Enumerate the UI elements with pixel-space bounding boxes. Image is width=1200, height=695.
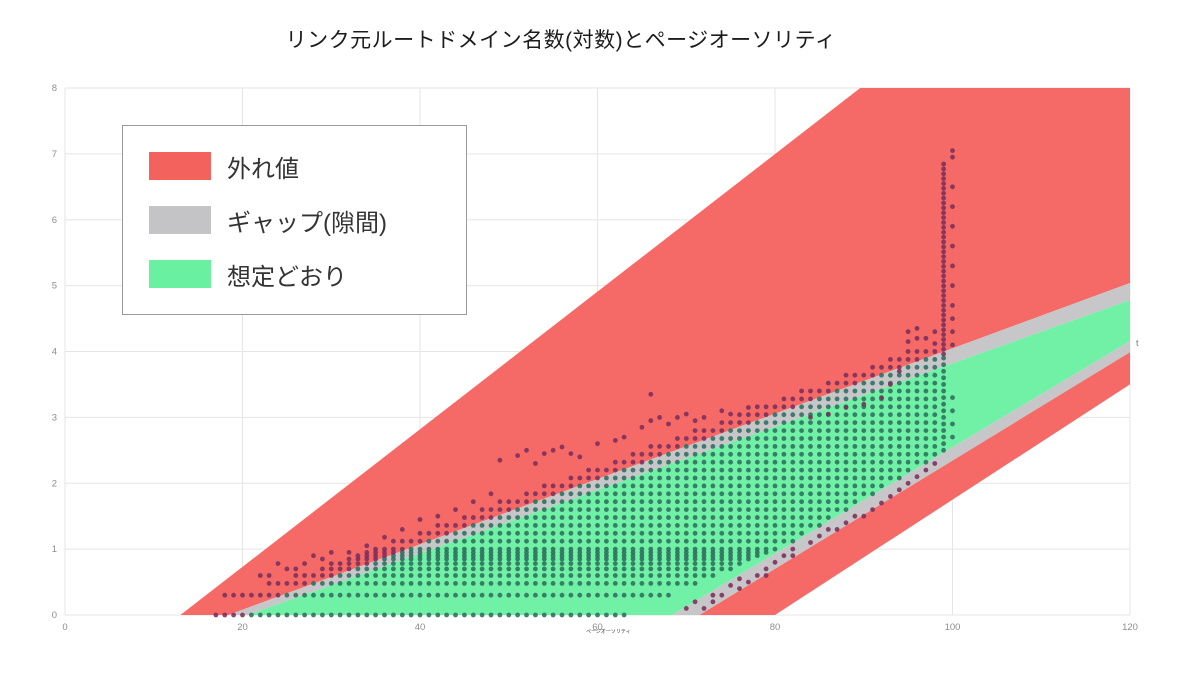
legend-item-gap[interactable]: ギャップ(隙間) (149, 203, 466, 238)
legend-label-expected: 想定どおり (227, 263, 347, 291)
legend-item-outlier[interactable]: 外れ値 (149, 149, 466, 184)
right-edge-mini-label: t (1136, 338, 1139, 348)
band-red-upper (180, 88, 1130, 615)
svg-text:5: 5 (52, 281, 57, 292)
outlier-points (213, 148, 955, 618)
y-tick-labels: 0 1 2 3 4 5 6 7 8 (52, 83, 57, 621)
svg-text:0: 0 (62, 622, 67, 633)
legend-swatch-expected (149, 260, 211, 288)
svg-text:100: 100 (945, 622, 961, 633)
svg-text:7: 7 (52, 149, 57, 160)
legend: 外れ値 ギャップ(隙間) 想定どおり (122, 125, 467, 315)
svg-text:8: 8 (52, 83, 57, 94)
legend-label-gap: ギャップ(隙間) (227, 209, 387, 237)
svg-text:60: 60 (592, 622, 603, 633)
svg-text:4: 4 (52, 347, 57, 358)
svg-text:2: 2 (52, 478, 57, 489)
legend-swatch-outlier (149, 152, 211, 180)
legend-swatch-gap (149, 206, 211, 234)
x-axis-mini-label: ページオーソリティ (586, 629, 631, 635)
expected-points (249, 355, 955, 618)
svg-text:120: 120 (1122, 622, 1138, 633)
svg-text:1: 1 (52, 544, 57, 555)
svg-text:0: 0 (52, 610, 57, 621)
svg-text:80: 80 (770, 622, 781, 633)
x-tick-labels: 0 20 40 60 80 100 120 (62, 622, 1138, 633)
band-green (247, 300, 1131, 615)
chart-title: リンク元ルートドメイン名数(対数)とページオーソリティ (285, 29, 837, 52)
band-red-lower (699, 352, 1130, 615)
legend-label-outlier: 外れ値 (227, 155, 299, 183)
svg-text:6: 6 (52, 215, 57, 226)
svg-text:3: 3 (52, 412, 57, 423)
svg-text:20: 20 (237, 622, 248, 633)
svg-text:40: 40 (415, 622, 426, 633)
legend-item-expected[interactable]: 想定どおり (149, 257, 466, 292)
